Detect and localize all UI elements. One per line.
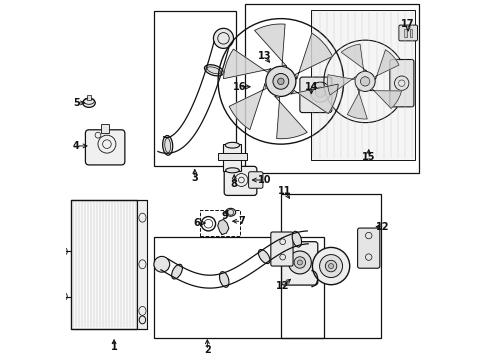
- Ellipse shape: [225, 208, 236, 216]
- Bar: [153, 12, 236, 166]
- Ellipse shape: [258, 249, 270, 264]
- Bar: [223, 144, 242, 171]
- Ellipse shape: [225, 168, 239, 173]
- Bar: [311, 10, 416, 160]
- FancyBboxPatch shape: [399, 25, 417, 41]
- Circle shape: [266, 66, 296, 96]
- Bar: [137, 200, 147, 329]
- Circle shape: [361, 77, 370, 86]
- Bar: [404, 30, 407, 37]
- Polygon shape: [291, 84, 338, 114]
- Circle shape: [315, 87, 325, 97]
- Bar: [153, 237, 324, 338]
- Text: 6: 6: [193, 218, 200, 228]
- Text: 7: 7: [238, 216, 245, 226]
- FancyBboxPatch shape: [248, 172, 263, 188]
- Circle shape: [329, 264, 334, 269]
- Text: 12: 12: [276, 281, 290, 291]
- Polygon shape: [370, 89, 402, 109]
- Text: 1: 1: [111, 342, 118, 352]
- FancyBboxPatch shape: [85, 130, 125, 165]
- Ellipse shape: [172, 264, 182, 279]
- Polygon shape: [327, 75, 355, 95]
- Text: 12: 12: [376, 222, 390, 231]
- Text: 11: 11: [278, 186, 291, 196]
- Ellipse shape: [62, 248, 67, 255]
- Polygon shape: [254, 24, 287, 66]
- Polygon shape: [229, 84, 267, 130]
- Text: 2: 2: [204, 345, 211, 355]
- Circle shape: [214, 28, 234, 48]
- Bar: [101, 125, 109, 134]
- Ellipse shape: [204, 65, 223, 76]
- Ellipse shape: [62, 293, 67, 300]
- FancyBboxPatch shape: [271, 232, 293, 266]
- Bar: [410, 30, 413, 37]
- Polygon shape: [223, 49, 271, 79]
- Polygon shape: [342, 44, 367, 71]
- Text: 16: 16: [233, 82, 246, 92]
- Circle shape: [294, 257, 306, 268]
- Ellipse shape: [220, 272, 229, 287]
- Circle shape: [325, 260, 337, 272]
- Bar: [71, 200, 137, 329]
- Ellipse shape: [83, 98, 95, 107]
- Circle shape: [289, 251, 311, 274]
- Polygon shape: [295, 33, 333, 79]
- Text: 13: 13: [258, 51, 271, 61]
- FancyBboxPatch shape: [282, 242, 318, 285]
- Ellipse shape: [292, 231, 301, 247]
- FancyBboxPatch shape: [224, 166, 257, 195]
- Circle shape: [154, 256, 170, 272]
- Polygon shape: [275, 96, 307, 139]
- Ellipse shape: [225, 142, 240, 148]
- Bar: [245, 4, 419, 173]
- FancyBboxPatch shape: [300, 77, 332, 113]
- Text: 3: 3: [192, 173, 198, 183]
- Circle shape: [355, 71, 375, 91]
- Text: 10: 10: [258, 175, 271, 185]
- Circle shape: [319, 255, 343, 278]
- Circle shape: [297, 260, 302, 265]
- Polygon shape: [347, 89, 368, 119]
- Circle shape: [310, 82, 330, 102]
- Ellipse shape: [163, 135, 172, 155]
- Circle shape: [278, 78, 284, 85]
- Ellipse shape: [139, 316, 146, 324]
- Text: 9: 9: [222, 211, 229, 221]
- Text: 5: 5: [73, 98, 80, 108]
- Circle shape: [273, 73, 289, 89]
- Text: 8: 8: [231, 179, 238, 189]
- Text: 14: 14: [305, 82, 318, 92]
- Polygon shape: [375, 50, 399, 79]
- Text: 17: 17: [401, 19, 415, 29]
- Polygon shape: [218, 220, 229, 234]
- Bar: [87, 95, 91, 100]
- FancyBboxPatch shape: [390, 59, 414, 107]
- Text: 4: 4: [73, 141, 80, 151]
- Bar: [281, 194, 381, 338]
- Bar: [218, 153, 247, 160]
- Bar: [200, 211, 240, 235]
- Circle shape: [313, 247, 350, 285]
- FancyBboxPatch shape: [358, 228, 380, 268]
- Text: 15: 15: [362, 152, 375, 162]
